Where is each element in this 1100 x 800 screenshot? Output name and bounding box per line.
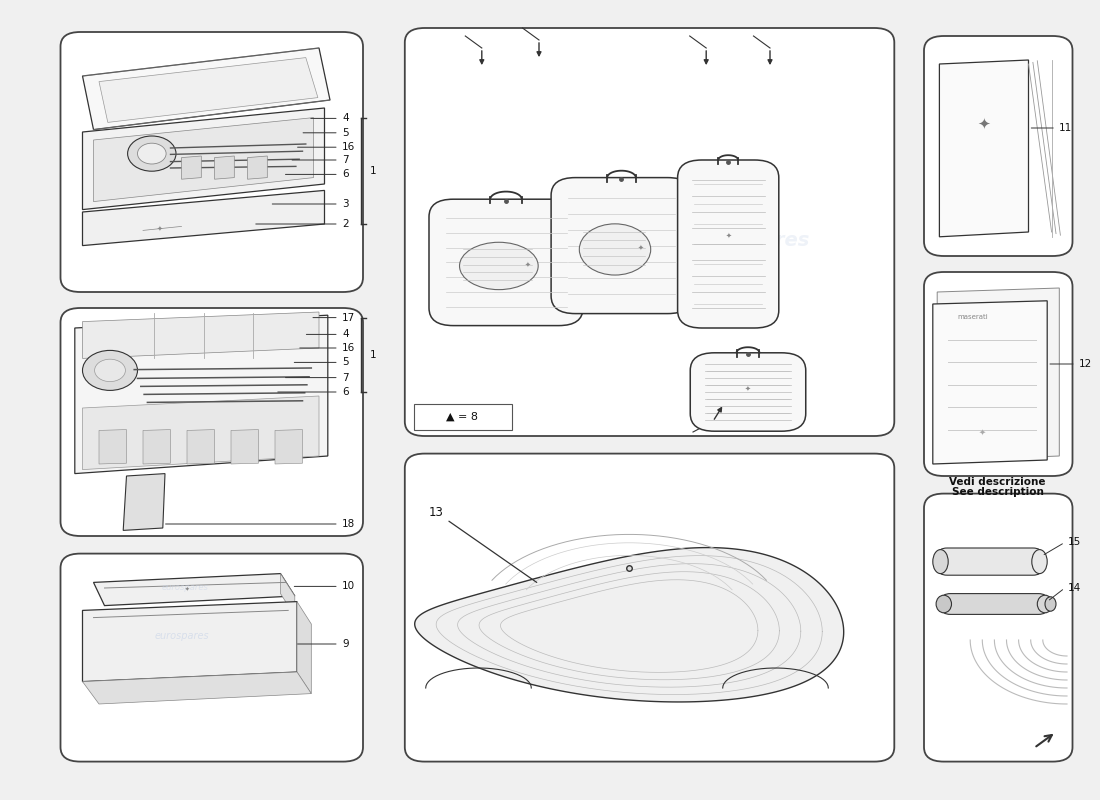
Text: eurospares: eurospares <box>154 631 209 641</box>
FancyBboxPatch shape <box>938 548 1042 575</box>
Text: 6: 6 <box>342 387 349 397</box>
Ellipse shape <box>933 550 948 574</box>
Text: eurospares: eurospares <box>686 230 810 250</box>
Polygon shape <box>94 118 313 202</box>
Text: 6: 6 <box>342 170 349 179</box>
Polygon shape <box>275 430 302 464</box>
Polygon shape <box>99 58 318 122</box>
Text: 14: 14 <box>1068 583 1081 593</box>
Polygon shape <box>82 672 311 704</box>
Text: See description: See description <box>952 487 1044 497</box>
Polygon shape <box>937 288 1059 461</box>
Text: eurospares: eurospares <box>477 618 601 638</box>
Polygon shape <box>231 430 258 464</box>
Polygon shape <box>143 430 170 464</box>
Circle shape <box>128 136 176 171</box>
Text: 2: 2 <box>342 219 349 229</box>
Text: 1: 1 <box>370 350 376 360</box>
Polygon shape <box>297 602 311 694</box>
Polygon shape <box>99 430 127 464</box>
Text: ▲ = 8: ▲ = 8 <box>446 412 478 422</box>
Polygon shape <box>82 312 319 358</box>
FancyBboxPatch shape <box>405 28 894 436</box>
Text: 18: 18 <box>342 519 355 529</box>
Text: ✦: ✦ <box>977 117 990 131</box>
Ellipse shape <box>1045 597 1056 611</box>
Polygon shape <box>214 156 234 179</box>
Text: eurospares: eurospares <box>485 238 626 258</box>
FancyBboxPatch shape <box>405 454 894 762</box>
Polygon shape <box>82 190 324 246</box>
FancyBboxPatch shape <box>924 36 1072 256</box>
Polygon shape <box>187 430 214 464</box>
Text: 5: 5 <box>342 128 349 138</box>
Text: 7: 7 <box>342 155 349 165</box>
Polygon shape <box>280 574 295 616</box>
Text: 3: 3 <box>342 199 349 209</box>
Text: 4: 4 <box>342 114 349 123</box>
Polygon shape <box>182 156 201 179</box>
Text: ✦: ✦ <box>725 233 732 239</box>
Text: ✦: ✦ <box>525 262 530 268</box>
Text: 1: 1 <box>370 166 376 176</box>
FancyBboxPatch shape <box>60 308 363 536</box>
Polygon shape <box>248 156 267 179</box>
Circle shape <box>138 143 166 164</box>
Ellipse shape <box>580 224 651 275</box>
Text: eurospares: eurospares <box>148 407 236 422</box>
Text: 13: 13 <box>429 506 537 582</box>
Text: 7: 7 <box>342 373 349 382</box>
Text: 15: 15 <box>1068 538 1081 547</box>
Text: ✦: ✦ <box>979 427 986 437</box>
FancyBboxPatch shape <box>691 353 805 431</box>
Text: ✦: ✦ <box>638 245 644 251</box>
Text: 9: 9 <box>342 639 349 649</box>
Text: Vedi descrizione: Vedi descrizione <box>949 478 1046 487</box>
Circle shape <box>95 359 125 382</box>
Text: eurospares: eurospares <box>651 619 757 637</box>
Text: 12: 12 <box>1079 359 1092 369</box>
FancyBboxPatch shape <box>414 404 512 430</box>
Polygon shape <box>75 315 328 474</box>
Ellipse shape <box>936 595 952 613</box>
FancyBboxPatch shape <box>551 178 692 314</box>
Text: eurospares: eurospares <box>162 583 208 593</box>
Text: 4: 4 <box>342 330 349 339</box>
Text: 17: 17 <box>342 313 355 322</box>
Text: 16: 16 <box>342 343 355 353</box>
Text: eurospares: eurospares <box>136 165 233 179</box>
Polygon shape <box>82 108 324 210</box>
Text: ✦: ✦ <box>185 586 189 591</box>
Circle shape <box>82 350 138 390</box>
Text: 5: 5 <box>342 358 349 367</box>
Text: ✦: ✦ <box>156 226 163 232</box>
Polygon shape <box>933 301 1047 464</box>
Text: 16: 16 <box>342 142 355 152</box>
Polygon shape <box>82 602 297 682</box>
Polygon shape <box>94 574 295 606</box>
Text: 10: 10 <box>342 582 355 591</box>
Text: maserati: maserati <box>957 314 988 320</box>
FancyBboxPatch shape <box>924 494 1072 762</box>
FancyBboxPatch shape <box>924 272 1072 476</box>
Polygon shape <box>415 547 844 702</box>
Ellipse shape <box>1037 595 1053 613</box>
Polygon shape <box>82 48 330 130</box>
Polygon shape <box>939 60 1028 237</box>
Polygon shape <box>82 396 319 470</box>
Text: ✦: ✦ <box>745 386 751 391</box>
FancyBboxPatch shape <box>60 554 363 762</box>
Text: 11: 11 <box>1059 123 1072 133</box>
FancyBboxPatch shape <box>678 160 779 328</box>
FancyBboxPatch shape <box>429 199 583 326</box>
FancyBboxPatch shape <box>942 594 1047 614</box>
Ellipse shape <box>460 242 538 290</box>
FancyBboxPatch shape <box>60 32 363 292</box>
Ellipse shape <box>1032 550 1047 574</box>
Polygon shape <box>123 474 165 530</box>
